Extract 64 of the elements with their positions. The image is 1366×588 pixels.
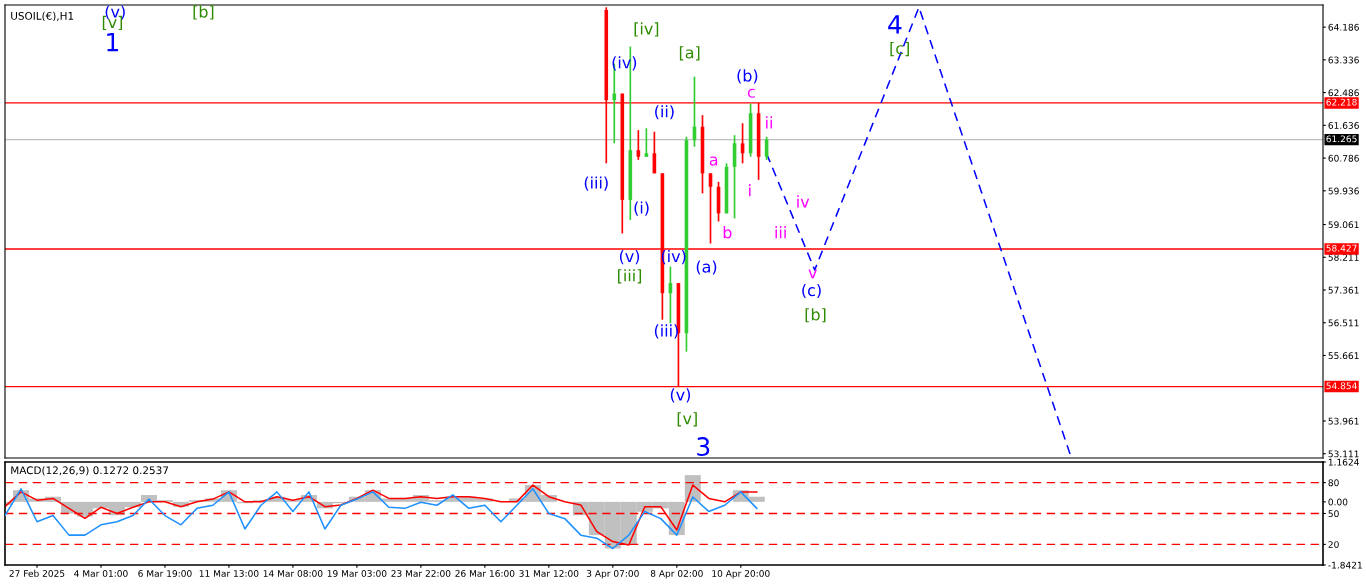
- y-tick-label: 0.00: [1328, 498, 1348, 506]
- ref-line-label: 62.218: [1326, 98, 1357, 106]
- ref-line-label: 61.265: [1326, 135, 1357, 143]
- annotation: i: [749, 184, 751, 197]
- x-tick-label: 8 Apr 02:00: [650, 570, 703, 579]
- annotation: 4: [888, 15, 902, 34]
- annotation: (c): [802, 283, 821, 299]
- annotation: b: [723, 226, 732, 239]
- ref-line-label: 58.427: [1326, 244, 1357, 252]
- y-tick-label: 57.361: [1328, 286, 1359, 294]
- x-tick-label: 6 Mar 19:00: [138, 570, 192, 577]
- y-tick-label: 53.961: [1328, 417, 1359, 425]
- y-tick-label: 59.936: [1328, 187, 1359, 195]
- x-tick-label: 4 Mar 01:00: [74, 570, 128, 577]
- annotation: (iii): [654, 324, 678, 339]
- chart-title: MACD(12,26,9) 0.1272 0.2537: [11, 466, 169, 476]
- annotation: v: [808, 269, 817, 279]
- annotation: iv: [797, 195, 810, 208]
- y-tick-label: -1.8421: [1328, 561, 1362, 569]
- annotation: [iv]: [634, 22, 659, 37]
- annotation: (iii): [584, 176, 608, 191]
- y-tick-label: 62.486: [1328, 89, 1359, 97]
- annotation: (a): [696, 260, 717, 275]
- y2-tick-label: 50: [1328, 510, 1339, 518]
- y-tick-label: 56.511: [1328, 319, 1359, 327]
- annotation: (i): [634, 201, 649, 216]
- y-tick-label: 60.786: [1328, 154, 1359, 162]
- text: USOIL(€),H1: [11, 11, 74, 22]
- y-tick-label: 53.111: [1328, 450, 1359, 458]
- ref-line-label: 54.854: [1326, 382, 1357, 390]
- x-tick-label: 3 Apr 07:00: [586, 570, 639, 579]
- annotation: iii: [775, 226, 786, 239]
- annotation: 1: [107, 32, 119, 52]
- x-tick-label: 14 Mar 08:00: [263, 570, 323, 577]
- annotation: a: [709, 156, 718, 166]
- x-tick-label: 19 Mar 03:00: [327, 570, 387, 577]
- x-tick-label: 23 Mar 22:00: [391, 570, 451, 577]
- annotation: [a]: [679, 46, 700, 61]
- y-tick-label: 1.1624: [1328, 458, 1359, 466]
- annotation: [c]: [890, 41, 909, 57]
- x-tick-label: 31 Mar 12:00: [519, 570, 579, 577]
- x-tick-label: 27 Feb 2025: [9, 569, 65, 577]
- y-tick-label: 64.186: [1328, 23, 1359, 31]
- y-tick-label: 58.211: [1328, 254, 1359, 261]
- y-tick-label: 55.661: [1328, 352, 1359, 360]
- y-tick-label: 59.061: [1328, 221, 1359, 229]
- annotation: c: [747, 88, 755, 98]
- x-tick-label: 11 Mar 13:00: [199, 570, 259, 577]
- annotation: ii: [766, 116, 772, 129]
- annotation: [v]: [677, 412, 697, 427]
- annotation: 3: [697, 437, 710, 457]
- y2-tick-label: 20: [1328, 541, 1339, 548]
- annotation: [b]: [193, 5, 214, 20]
- annotation: (b): [737, 69, 758, 84]
- annotation: [b]: [805, 308, 826, 323]
- y-tick-label: 63.336: [1328, 56, 1359, 64]
- x-tick-label: 26 Mar 16:00: [455, 570, 515, 577]
- annotation: (v): [670, 388, 691, 403]
- annotation: (v): [619, 249, 640, 265]
- x-tick-label: 10 Apr 20:00: [712, 570, 770, 579]
- y-tick-label: 61.636: [1328, 122, 1359, 129]
- y2-tick-label: 80: [1328, 479, 1339, 487]
- annotation: (ii): [655, 105, 674, 120]
- annotation: [iii]: [618, 269, 642, 284]
